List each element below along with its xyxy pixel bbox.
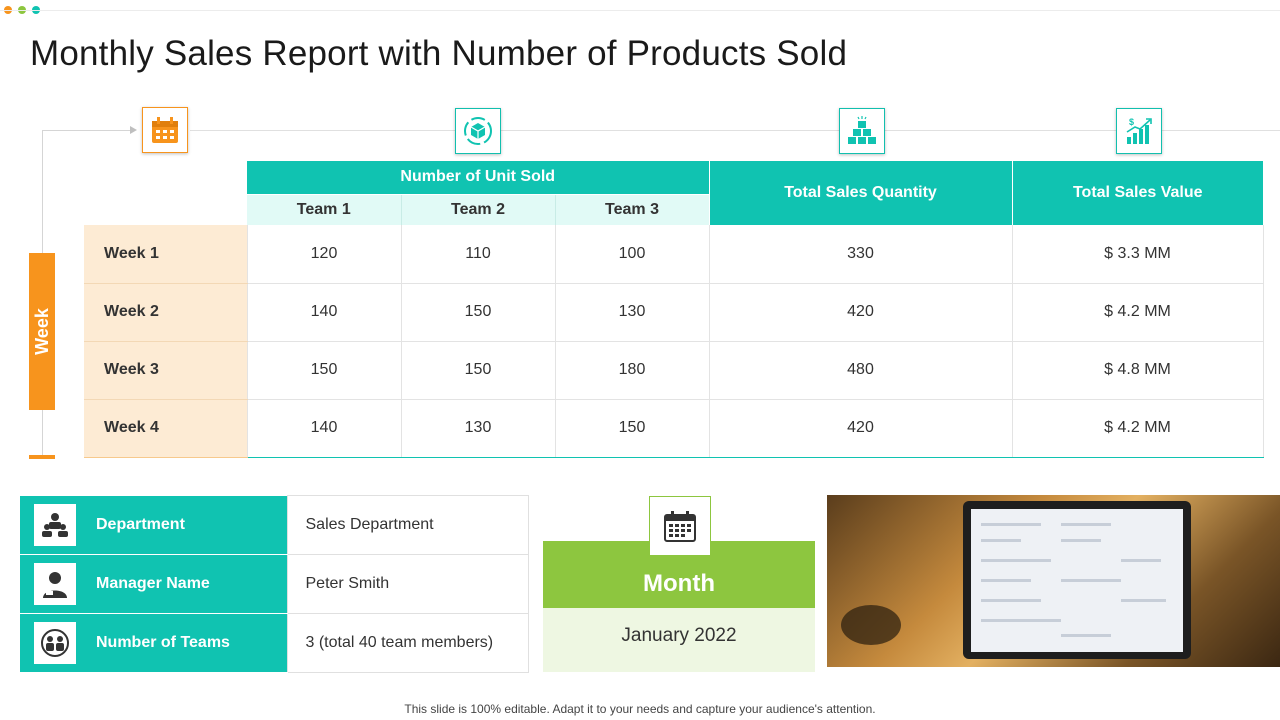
info-value: Peter Smith (286, 554, 529, 614)
info-row-teams: Number of Teams 3 (total 40 team members… (20, 613, 529, 673)
quantity-cell: 420 (709, 283, 1013, 342)
value-cell: $ 4.8 MM (1012, 341, 1264, 400)
table-row: Week 1 120 110 100 330 $ 3.3 MM (84, 225, 1264, 284)
photo-laptop-screen (971, 509, 1183, 652)
connector-line (190, 130, 1280, 131)
month-value: January 2022 (543, 608, 815, 672)
value-cell: $ 3.3 MM (1012, 225, 1264, 284)
quantity-cell: 480 (709, 341, 1013, 400)
team-cell: 150 (401, 283, 556, 342)
photo-laptop (963, 501, 1191, 659)
table-row: Week 4 140 130 150 420 $ 4.2 MM (84, 399, 1264, 458)
info-label: Manager Name (96, 575, 210, 592)
value-cell: $ 4.2 MM (1012, 283, 1264, 342)
sales-table: Number of Unit Sold Total Sales Quantity… (84, 161, 1264, 458)
department-icon (34, 503, 76, 546)
connector-vertical-bottom (42, 410, 43, 456)
week-label: Week 3 (84, 341, 247, 400)
team-cell: 180 (555, 341, 710, 400)
manager-icon (34, 563, 76, 605)
svg-text:$: $ (1129, 117, 1134, 127)
week-axis-label: Week (31, 308, 52, 355)
week-label: Week 2 (84, 283, 247, 342)
info-value: 3 (total 40 team members) (286, 613, 529, 673)
connector-arrow (130, 126, 137, 134)
team-cell: 140 (246, 399, 402, 458)
calendar-icon-box (142, 107, 188, 153)
team-cell: 100 (555, 225, 710, 284)
team-cell: 130 (555, 283, 710, 342)
quantity-header: Total Sales Quantity (708, 161, 1012, 225)
footer-note: This slide is 100% editable. Adapt it to… (404, 702, 876, 716)
month-calendar-icon-box (649, 496, 711, 556)
quantity-cell: 330 (709, 225, 1013, 284)
week-label: Week 1 (84, 225, 247, 284)
teams-icon (34, 622, 76, 664)
value-header: Total Sales Value (1011, 161, 1263, 225)
connector-vertical (42, 130, 43, 255)
team-cell: 110 (401, 225, 556, 284)
info-label: Department (96, 515, 185, 533)
connector-horizontal (42, 130, 134, 131)
box-cycle-icon (464, 117, 492, 145)
box-cycle-icon-box (455, 108, 501, 154)
team-cell: 150 (555, 399, 710, 458)
info-label: Number of Teams (96, 634, 230, 651)
page-title: Monthly Sales Report with Number of Prod… (30, 34, 848, 73)
team-cell: 150 (246, 341, 402, 400)
table-corner (84, 161, 247, 194)
sales-growth-icon-box: $ (1116, 108, 1162, 154)
team-header: Team 3 (555, 194, 710, 225)
photo-cup (841, 605, 901, 645)
team-cell: 140 (246, 283, 402, 342)
team-cell: 150 (401, 341, 556, 400)
info-row-department: Department Sales Department (20, 495, 529, 555)
top-divider (0, 10, 1280, 11)
info-table: Department Sales Department Manager Name… (20, 495, 529, 673)
quantity-cell: 420 (709, 399, 1013, 458)
info-value: Sales Department (286, 495, 529, 555)
week-axis-foot (29, 455, 55, 459)
calendar-icon (664, 511, 696, 542)
team-header: Team 1 (247, 194, 402, 225)
team-header: Team 2 (401, 194, 556, 225)
sales-growth-icon: $ (1126, 117, 1152, 144)
table-row: Week 2 140 150 130 420 $ 4.2 MM (84, 283, 1264, 342)
week-axis-bar: Week (29, 253, 55, 410)
calendar-icon (152, 117, 178, 143)
table-row: Week 3 150 150 180 480 $ 4.8 MM (84, 341, 1264, 400)
team-cell: 130 (401, 399, 556, 458)
week-label: Week 4 (84, 399, 247, 458)
table-corner-sub (84, 194, 247, 225)
team-cell: 120 (246, 225, 402, 284)
laptop-photo (827, 495, 1280, 667)
info-row-manager: Manager Name Peter Smith (20, 554, 529, 614)
value-cell: $ 4.2 MM (1012, 399, 1264, 458)
group-header: Number of Unit Sold (247, 161, 709, 195)
stacked-boxes-icon-box (839, 108, 885, 154)
stacked-boxes-icon (848, 116, 876, 144)
